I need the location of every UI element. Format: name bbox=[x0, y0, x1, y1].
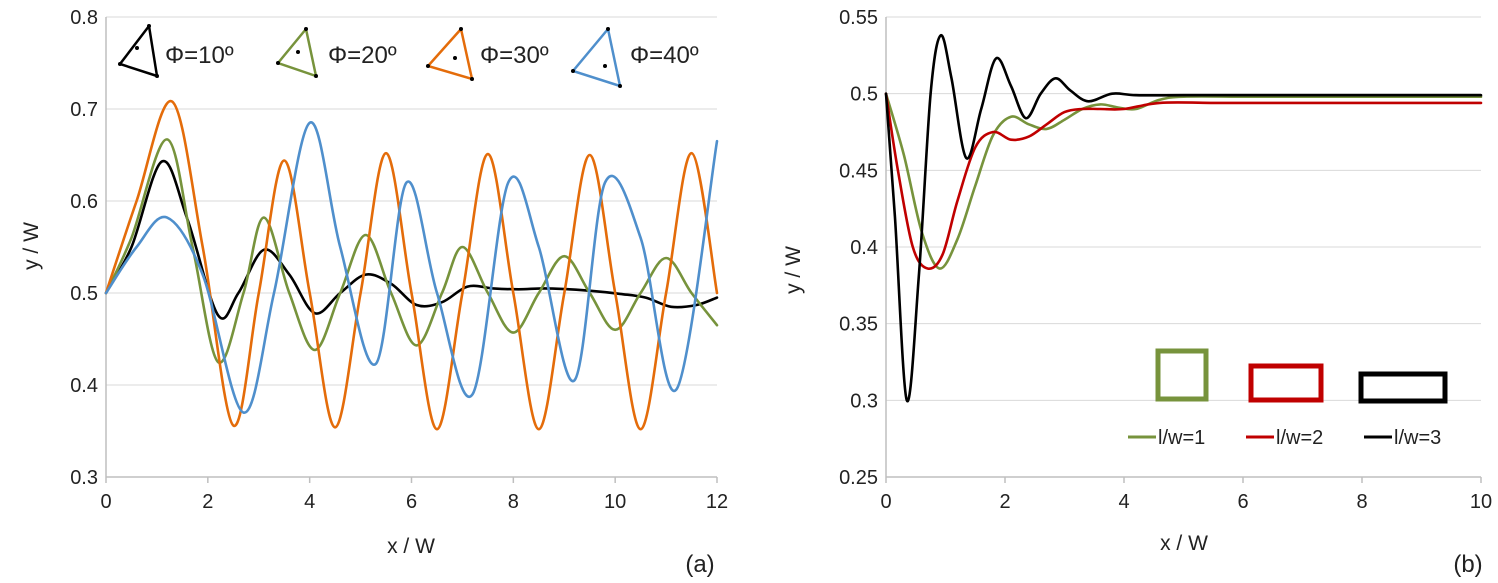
legend-label-phi20: Φ=20º bbox=[328, 42, 397, 69]
legend-label-phi40: Φ=40º bbox=[630, 42, 699, 69]
triangle-icon-phi10 bbox=[120, 26, 157, 76]
y-tick-label-a: 0.8 bbox=[70, 7, 98, 29]
legend-item-phi10: Φ=10º bbox=[118, 24, 234, 78]
x-axis-label-a: x / W bbox=[387, 535, 435, 558]
x-tick-label-a: 6 bbox=[406, 491, 417, 513]
panel-a: 0.30.40.50.60.70.80 2 4 6 8 10 12 x / W y / W … bbox=[20, 7, 728, 578]
y-tick-label-b: 0.45 bbox=[839, 160, 878, 182]
panel-label-a: (a) bbox=[685, 551, 714, 578]
triangle-icon-phi30 bbox=[428, 29, 472, 79]
panel-b: 0.25 0.3 0.35 0.4 0.45 0.5 0.55 0 2 4 6 8 10 x / W y… bbox=[782, 7, 1492, 578]
y-axis-label-a: y / W bbox=[20, 222, 43, 270]
x-tick-label-a: 0 bbox=[100, 491, 111, 513]
x-tick-label-b: 0 bbox=[880, 491, 891, 513]
x-axis-label-b: x / W bbox=[1160, 532, 1208, 555]
y-tick-label-a: 0.5 bbox=[70, 283, 98, 305]
series-line-b-1 bbox=[886, 94, 1481, 269]
legend-item-phi40: Φ=40º bbox=[571, 27, 699, 88]
x-tick-label-a: 4 bbox=[304, 491, 315, 513]
rectangle-3to1-icon bbox=[1361, 374, 1445, 401]
y-tick-label-a: 0.7 bbox=[70, 99, 98, 121]
legend-label-lw1: l/w=1 bbox=[1158, 427, 1205, 449]
x-tick-label-a: 10 bbox=[604, 491, 626, 513]
square-shape-icon bbox=[1158, 351, 1206, 399]
series-line-b-0 bbox=[886, 94, 1481, 269]
y-tick-label-a: 0.3 bbox=[70, 467, 98, 489]
series-line-b-2 bbox=[886, 35, 1481, 401]
y-tick-label-a: 0.6 bbox=[70, 191, 98, 213]
x-tick-label-a: 12 bbox=[706, 491, 728, 513]
legend-item-phi30: Φ=30º bbox=[426, 27, 549, 81]
legend-b: l/w=1 l/w=2 l/w=3 bbox=[1128, 351, 1445, 449]
legend-label-phi30: Φ=30º bbox=[480, 42, 549, 69]
x-tick-label-b: 10 bbox=[1470, 491, 1492, 513]
y-tick-label-b: 0.35 bbox=[839, 314, 878, 336]
y-tick-label-b: 0.5 bbox=[850, 84, 878, 106]
legend-label-phi10: Φ=10º bbox=[165, 42, 234, 69]
panel-label-b: (b) bbox=[1453, 551, 1482, 578]
y-tick-label-a: 0.4 bbox=[70, 375, 98, 397]
y-tick-label-b: 0.4 bbox=[850, 237, 878, 259]
x-tick-label-b: 6 bbox=[1237, 491, 1248, 513]
y-tick-label-b: 0.55 bbox=[839, 7, 878, 29]
x-tick-label-b: 4 bbox=[1118, 491, 1129, 513]
legend-label-lw2: l/w=2 bbox=[1276, 427, 1323, 449]
figure-canvas: 0.30.40.50.60.70.80 2 4 6 8 10 12 x / W y / W … bbox=[0, 0, 1498, 583]
y-tick-label-b: 0.25 bbox=[839, 467, 878, 489]
x-tick-label-a: 2 bbox=[202, 491, 213, 513]
x-tick-label-b: 8 bbox=[1356, 491, 1367, 513]
legend-a: Φ=10º Φ=20º Φ=30º Φ=40º bbox=[118, 24, 699, 88]
y-tick-label-b: 0.3 bbox=[850, 390, 878, 412]
legend-label-lw3: l/w=3 bbox=[1394, 427, 1441, 449]
x-tick-label-b: 2 bbox=[999, 491, 1010, 513]
rectangle-2to1-icon bbox=[1251, 366, 1321, 400]
legend-item-phi20: Φ=20º bbox=[276, 27, 397, 78]
triangle-icon-phi40 bbox=[573, 29, 620, 86]
y-axis-label-b: y / W bbox=[782, 246, 805, 294]
x-tick-label-a: 8 bbox=[508, 491, 519, 513]
